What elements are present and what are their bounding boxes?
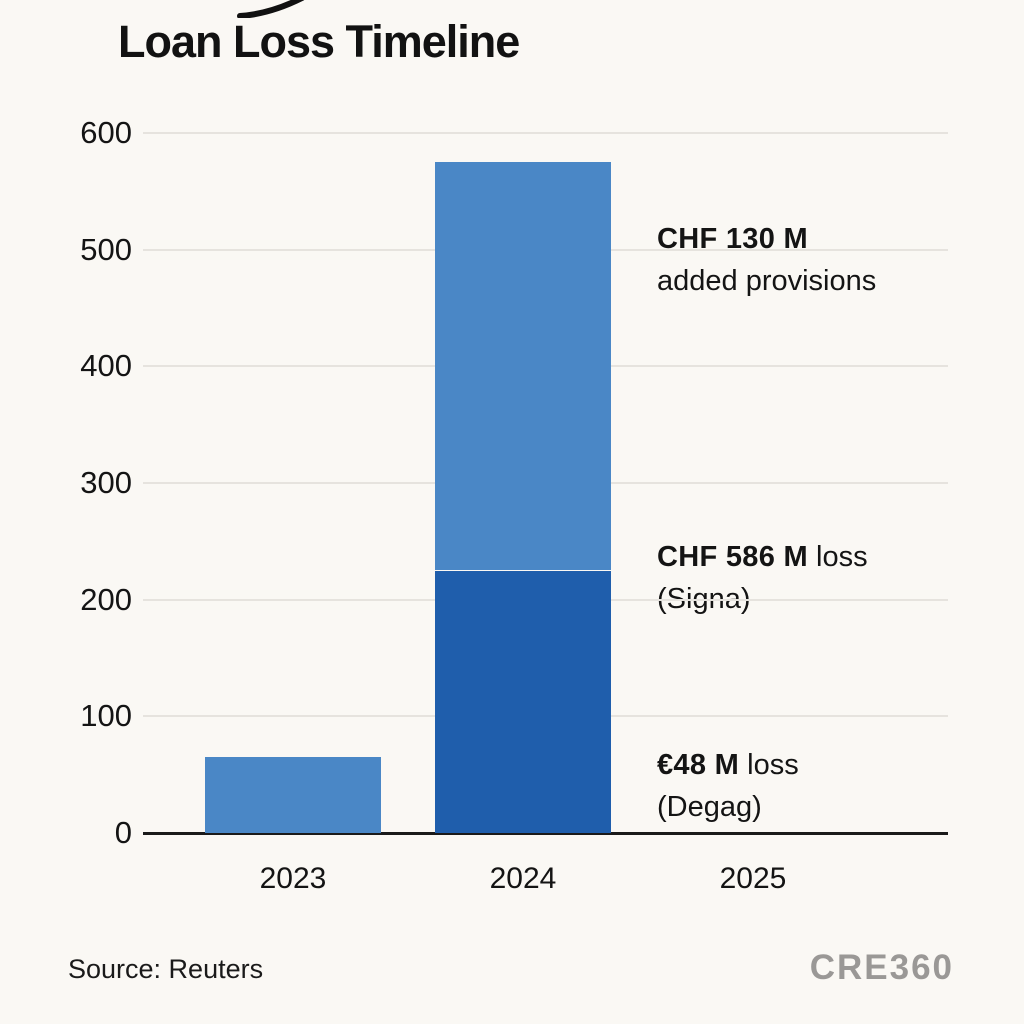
annotation-signa-loss: CHF 586 M loss (Signa) bbox=[657, 536, 868, 620]
annotation-suffix: loss bbox=[807, 541, 868, 573]
annotation-line-2: added provisions bbox=[657, 265, 877, 297]
bar-2023-light-blue-segment bbox=[205, 757, 381, 833]
chart-title: Loan Loss Timeline bbox=[118, 16, 520, 67]
y-tick-label-100: 100 bbox=[80, 698, 132, 734]
bar-2024-light-blue-segment bbox=[435, 162, 611, 571]
x-tick-label-2024: 2024 bbox=[489, 862, 557, 895]
gridline-600 bbox=[143, 132, 948, 134]
source-label: Source: Reuters bbox=[68, 954, 264, 984]
annotation-value: €48 M bbox=[657, 749, 740, 781]
annotation-line-1: CHF 586 M loss bbox=[657, 536, 868, 578]
annotation-suffix: loss bbox=[739, 749, 799, 781]
brand-logo: CRE360 bbox=[809, 948, 954, 987]
annotation-value: CHF 586 M bbox=[657, 541, 808, 573]
x-axis-line bbox=[143, 832, 948, 835]
x-tick-label-2025: 2025 bbox=[719, 862, 787, 895]
annotation-line-1: €48 M loss bbox=[657, 744, 799, 786]
annotation-line-1: CHF 130 M bbox=[657, 218, 876, 260]
y-tick-label-200: 200 bbox=[80, 581, 132, 617]
decorative-swoosh bbox=[237, 0, 305, 18]
annotation-line-2: (Degag) bbox=[657, 791, 762, 823]
annotation-degag-loss: €48 M loss (Degag) bbox=[657, 744, 799, 828]
annotation-added-provisions: CHF 130 M added provisions bbox=[657, 218, 876, 302]
y-tick-label-500: 500 bbox=[80, 231, 132, 267]
bar-2024-dark-blue-segment bbox=[435, 570, 611, 833]
y-tick-label-600: 600 bbox=[80, 115, 132, 150]
y-tick-label-400: 400 bbox=[80, 348, 132, 384]
y-tick-label-300: 300 bbox=[80, 465, 132, 500]
y-tick-label-0: 0 bbox=[114, 815, 132, 850]
x-tick-label-2023: 2023 bbox=[259, 862, 327, 895]
